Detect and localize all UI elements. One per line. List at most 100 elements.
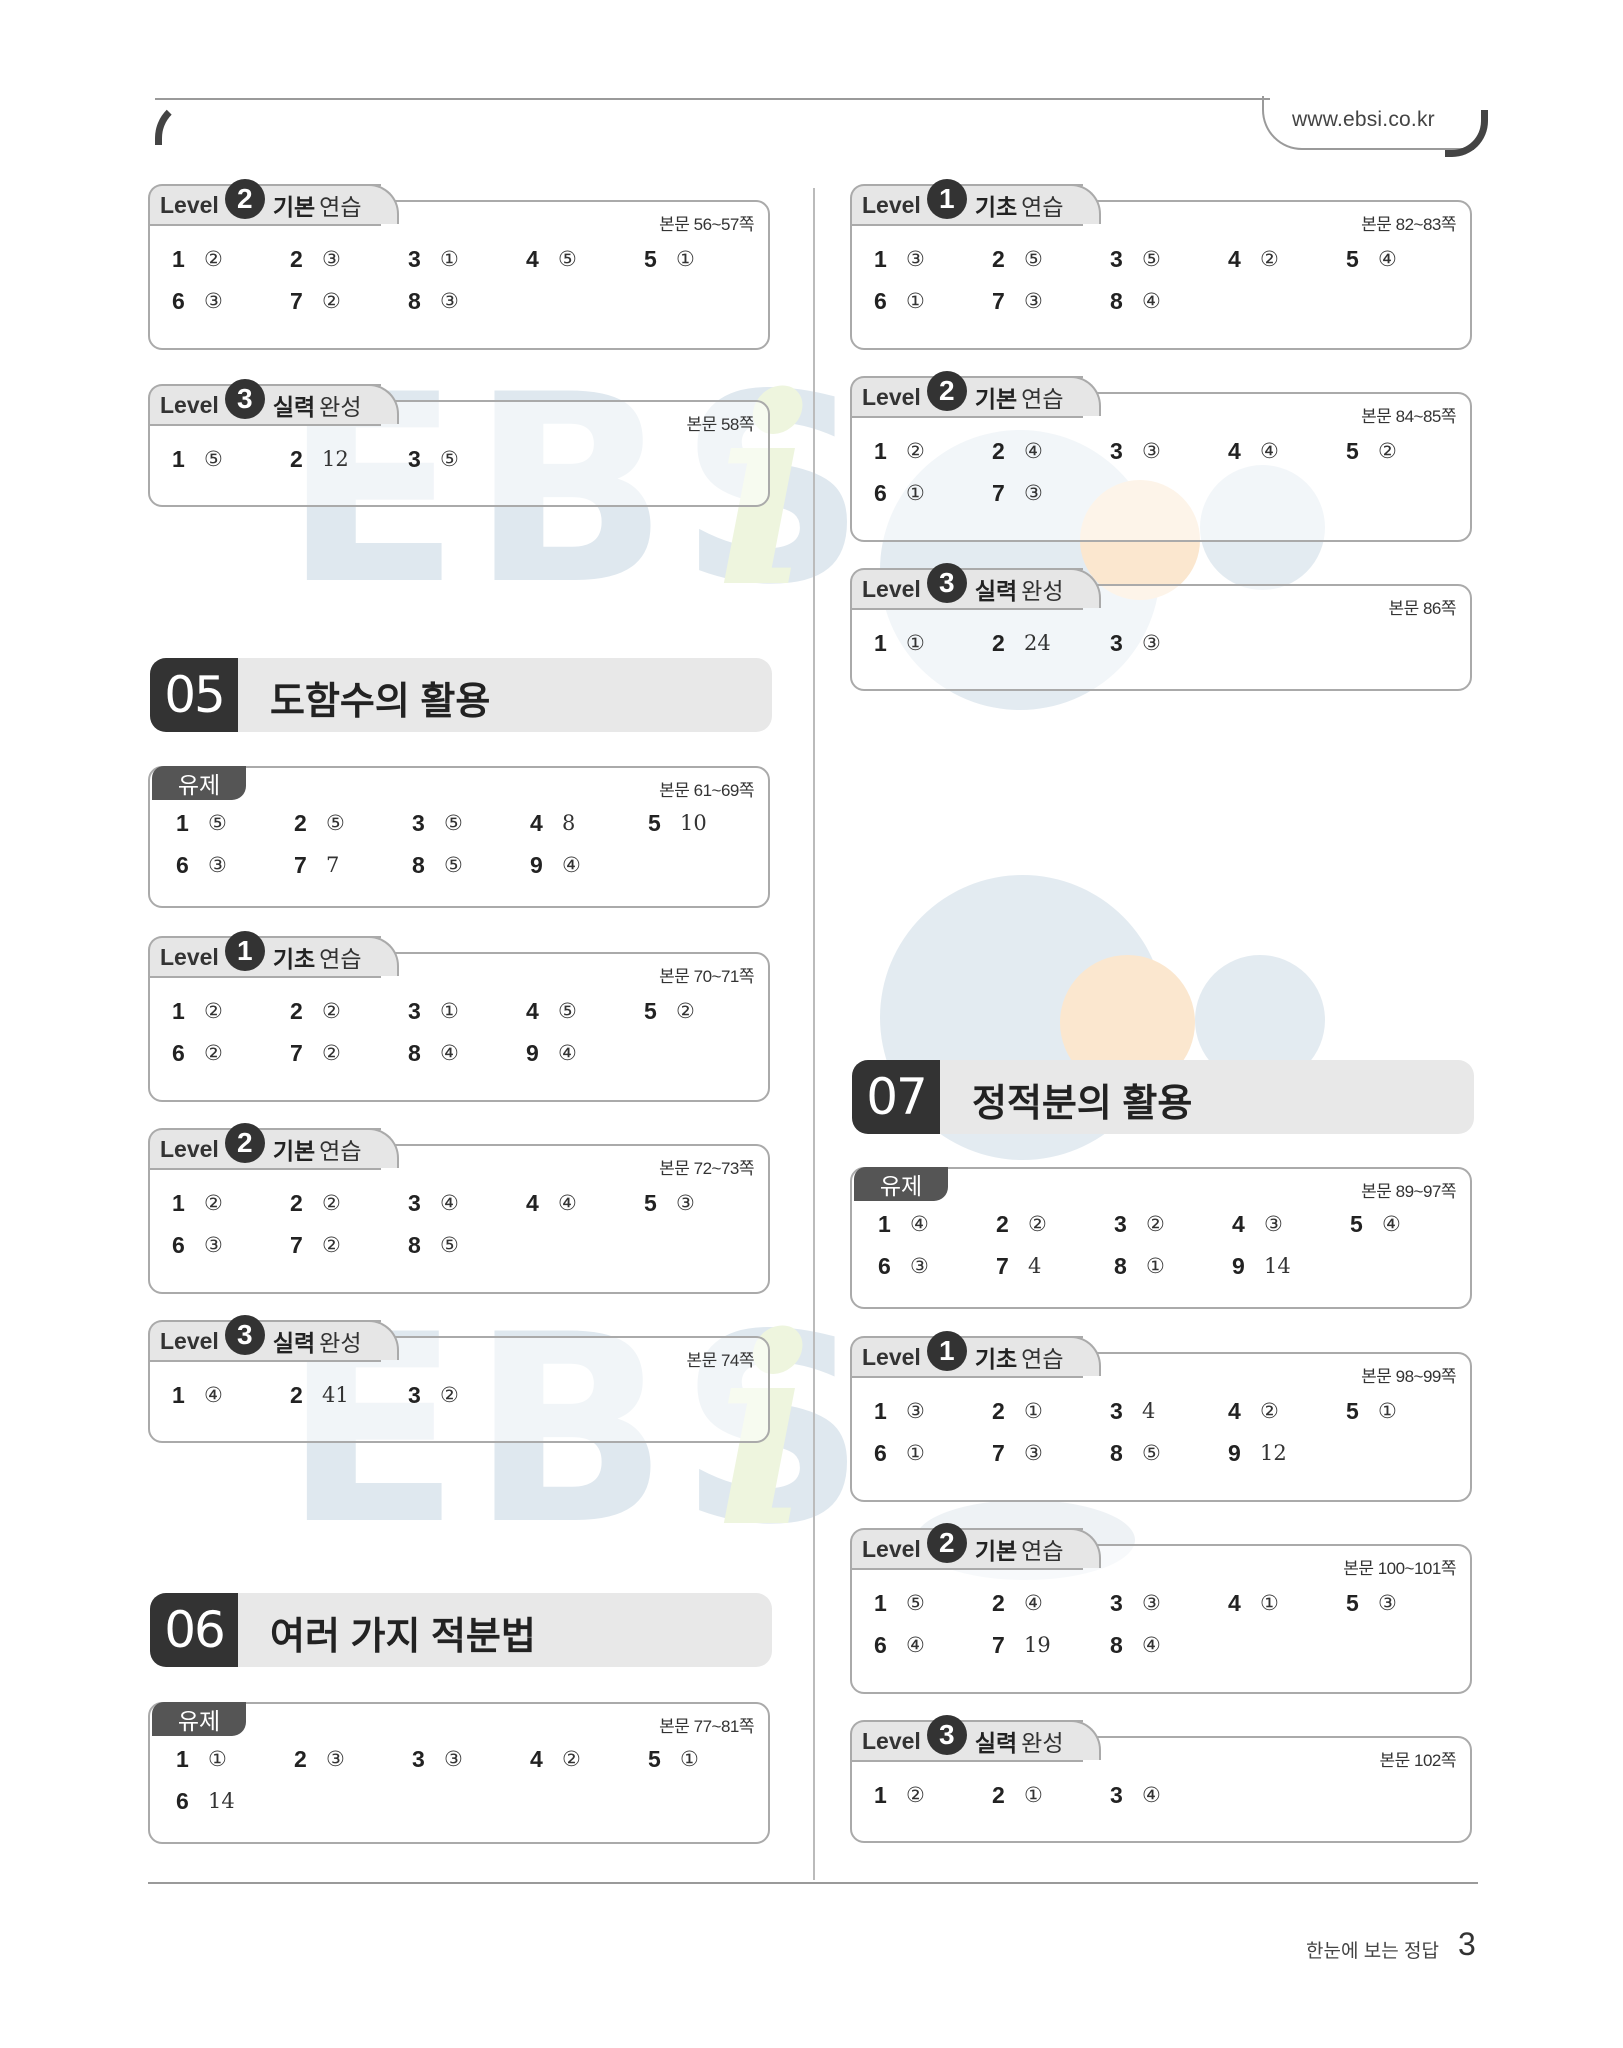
question-number: 2 (294, 1745, 307, 1772)
page-reference: 본문 84~85쪽 (1361, 407, 1456, 426)
answer-value: 12 (1260, 1441, 1287, 1465)
question-number: 6 (874, 287, 887, 314)
answer-value: ① (680, 1747, 699, 1771)
level-name-bold: 기본 (272, 1138, 316, 1164)
question-number: 2 (992, 245, 1005, 272)
page-reference: 본문 82~83쪽 (1361, 215, 1456, 234)
answer-value: ① (906, 481, 925, 505)
answer-value: ④ (562, 853, 581, 877)
page-reference: 본문 74쪽 (686, 1351, 754, 1370)
question-number: 6 (878, 1252, 891, 1279)
answer-value: ③ (910, 1254, 929, 1278)
question-number: 3 (1110, 245, 1123, 272)
question-number: 7 (294, 851, 307, 878)
page-reference: 본문 70~71쪽 (659, 967, 754, 986)
answer-value: ④ (1142, 1633, 1161, 1657)
question-number: 6 (874, 479, 887, 506)
question-number: 8 (408, 287, 421, 314)
answer-value: ⑤ (1142, 1441, 1161, 1465)
answer-value: 4 (1028, 1254, 1042, 1278)
page-reference: 본문 86쪽 (1388, 599, 1456, 618)
answer-value: ⑤ (906, 1591, 925, 1615)
question-number: 4 (1228, 437, 1241, 464)
question-number: 5 (644, 1189, 657, 1216)
level-number-badge: 1 (926, 1331, 967, 1371)
level-number-badge: 2 (224, 179, 265, 219)
question-number: 6 (176, 851, 189, 878)
level-word: Level (160, 1135, 219, 1162)
chapter-header: 07 정적분의 활용 (852, 1060, 1474, 1134)
question-number: 4 (1228, 1589, 1241, 1616)
column-divider (813, 188, 815, 1880)
question-number: 2 (290, 997, 303, 1024)
level-tab: Level 2 기본 연습 (850, 1523, 1084, 1570)
answer-value: ④ (204, 1383, 223, 1407)
question-number: 5 (648, 809, 661, 836)
answer-value: ① (1024, 1783, 1043, 1807)
level-name: 완성 (1021, 1730, 1064, 1756)
level-tab: Level 3 실력 완성 (148, 379, 382, 426)
answer-value: ② (204, 247, 223, 271)
answer-value: ③ (204, 1233, 223, 1257)
question-number: 9 (1228, 1439, 1241, 1466)
question-number: 4 (530, 809, 543, 836)
level-name-bold: 기초 (272, 946, 316, 972)
answer-box-level3: Level 3 실력 완성 본문 86쪽 1 ① 2 24 3 ③ (850, 563, 1472, 691)
level-word: Level (160, 391, 219, 418)
answer-value: ① (1024, 1399, 1043, 1423)
answer-value: ④ (1382, 1212, 1401, 1236)
question-number: 1 (172, 1381, 185, 1408)
answer-value: ④ (1260, 439, 1279, 463)
answer-value: ① (1260, 1591, 1279, 1615)
answer-row: 1 ① 2 24 3 ③ (874, 628, 1228, 658)
answer-value: ③ (440, 289, 459, 313)
page-reference: 본문 77~81쪽 (659, 1717, 754, 1736)
yuje-tab: 유제 (854, 1167, 948, 1201)
page-reference: 본문 98~99쪽 (1361, 1367, 1456, 1386)
question-number: 1 (874, 629, 887, 656)
question-number: 5 (1346, 245, 1359, 272)
answer-value: ⑤ (204, 447, 223, 471)
question-number: 2 (992, 1589, 1005, 1616)
answer-value: ① (440, 247, 459, 271)
answer-value: ② (440, 1383, 459, 1407)
answer-value: ② (322, 289, 341, 313)
answer-value: ③ (906, 1399, 925, 1423)
question-number: 1 (172, 245, 185, 272)
level-tab: Level 1 기초 연습 (850, 1331, 1084, 1378)
answer-box-level1: Level 1 기초 연습 본문 70~71쪽 1 ② 2 ② 3 ① 4 ⑤ 5 ② 6 ② 7 ② 8 ④ 9 ④ (148, 931, 770, 1102)
answer-value: ③ (676, 1191, 695, 1215)
page-reference: 본문 100~101쪽 (1343, 1559, 1456, 1578)
question-number: 2 (992, 1397, 1005, 1424)
level-number-badge: 2 (926, 1523, 967, 1563)
answer-value: ① (906, 631, 925, 655)
page-reference: 본문 89~97쪽 (1361, 1182, 1456, 1201)
answer-row: 6 14 (176, 1786, 294, 1816)
answer-box-yuje: 유제 본문 61~69쪽 1 ⑤ 2 ⑤ 3 ⑤ 4 8 5 10 6 ③ 7 7 8 ⑤ 9 ④ (148, 766, 770, 908)
site-url: www.ebsi.co.kr (1292, 108, 1435, 131)
question-number: 7 (290, 1039, 303, 1066)
level-name: 연습 (1021, 1346, 1064, 1372)
question-number: 7 (996, 1252, 1009, 1279)
answer-box-level2: Level 2 기본 연습 본문 56~57쪽 1 ② 2 ③ 3 ① 4 ⑤ 5 ① 6 ③ 7 ② 8 ③ (148, 179, 770, 350)
